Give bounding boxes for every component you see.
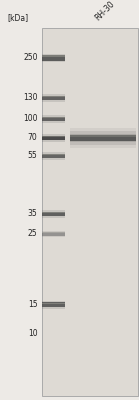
- Bar: [42, 136, 65, 140]
- Bar: [42, 303, 65, 304]
- Text: 15: 15: [28, 300, 38, 309]
- Bar: [42, 117, 65, 118]
- Bar: [42, 28, 138, 396]
- Bar: [70, 134, 136, 142]
- Bar: [42, 134, 65, 142]
- Bar: [42, 136, 65, 137]
- Text: 25: 25: [28, 230, 38, 238]
- Bar: [70, 131, 136, 145]
- Text: 100: 100: [23, 114, 38, 123]
- Bar: [42, 232, 65, 233]
- Bar: [42, 96, 65, 97]
- Bar: [42, 302, 65, 307]
- Bar: [42, 210, 65, 218]
- Bar: [42, 55, 65, 61]
- Bar: [42, 301, 65, 309]
- Bar: [70, 135, 136, 141]
- Bar: [42, 117, 65, 121]
- Bar: [42, 96, 65, 100]
- Bar: [42, 152, 65, 160]
- Text: RH-30: RH-30: [94, 0, 117, 22]
- Text: 130: 130: [23, 94, 38, 102]
- Bar: [42, 230, 65, 238]
- Text: 10: 10: [28, 330, 38, 338]
- Bar: [42, 212, 65, 216]
- Text: [kDa]: [kDa]: [7, 13, 28, 22]
- Text: 55: 55: [28, 152, 38, 160]
- Bar: [70, 128, 136, 148]
- Bar: [42, 154, 65, 155]
- Text: 250: 250: [23, 54, 38, 62]
- Text: 70: 70: [28, 134, 38, 142]
- Bar: [42, 154, 65, 158]
- Bar: [42, 54, 65, 62]
- Bar: [42, 115, 65, 122]
- Bar: [42, 232, 65, 236]
- Bar: [42, 94, 65, 102]
- Bar: [42, 212, 65, 213]
- Text: 35: 35: [28, 210, 38, 218]
